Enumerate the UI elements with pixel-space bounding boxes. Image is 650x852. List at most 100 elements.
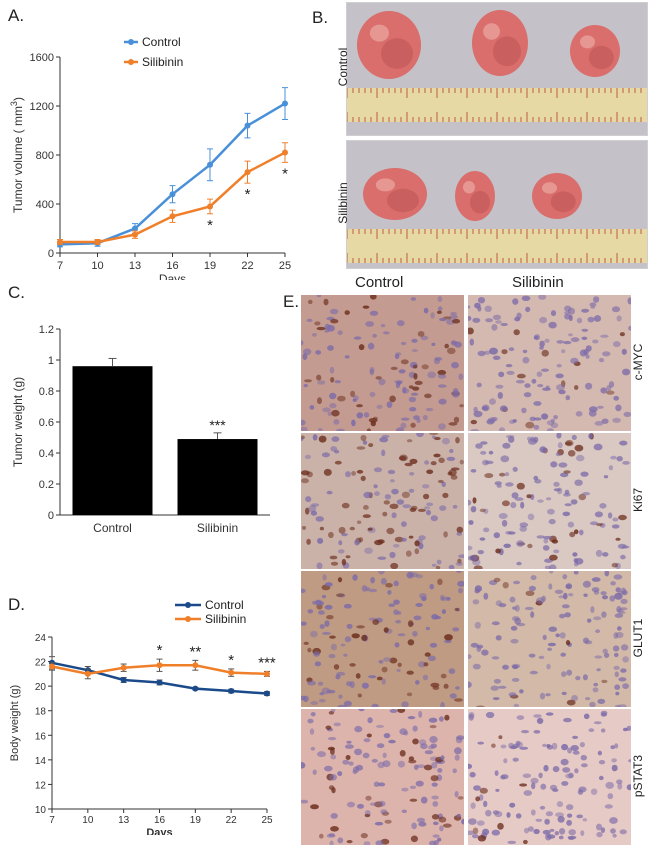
ihc-nucleus — [469, 338, 474, 346]
ihc-nucleus — [398, 369, 406, 374]
ihc-nucleus — [394, 642, 400, 648]
ihc-background — [468, 709, 631, 845]
ihc-nucleus — [312, 434, 318, 441]
ihc-nucleus — [502, 582, 509, 589]
ihc-nucleus — [600, 591, 607, 596]
ihc-nucleus — [580, 830, 585, 836]
tumor-shade — [387, 188, 419, 213]
ihc-nucleus — [306, 538, 311, 545]
ihc-nucleus — [505, 364, 513, 368]
ihc-nucleus — [523, 790, 533, 796]
ihc-nucleus — [437, 374, 447, 379]
ihc-nucleus — [406, 439, 413, 443]
ihc-nucleus — [331, 787, 336, 794]
ihc-nucleus — [362, 514, 371, 518]
ihc-nucleus — [523, 392, 532, 398]
ihc-nucleus — [454, 791, 459, 798]
bodyweight-series-1-point — [228, 669, 235, 676]
ihc-nucleus — [562, 511, 571, 517]
ihc-nucleus — [450, 312, 457, 316]
ihc-nucleus — [327, 737, 337, 741]
ihc-nucleus — [592, 339, 599, 344]
ihc-nucleus — [304, 454, 311, 459]
ihc-nucleus — [543, 535, 553, 540]
ihc-nucleus — [316, 562, 323, 569]
ihc-nucleus — [541, 595, 546, 602]
ihc-nucleus — [357, 803, 364, 809]
ihc-nucleus — [382, 331, 390, 335]
ihc-nucleus — [397, 633, 406, 637]
ihc-nucleus — [545, 811, 553, 817]
ihc-nucleus — [469, 771, 476, 778]
panel-letter-e: E. — [283, 292, 300, 311]
ihc-nucleus — [612, 417, 621, 423]
ihc-nucleus — [548, 518, 556, 525]
ihc-nucleus — [423, 662, 429, 667]
ihc-nucleus — [500, 455, 510, 463]
ihc-nucleus — [546, 663, 551, 670]
ihc-nucleus — [602, 595, 608, 600]
ihc-nucleus — [457, 558, 462, 564]
ihc-nucleus — [622, 461, 630, 465]
ihc-nucleus — [613, 665, 620, 670]
ihc-nucleus — [470, 469, 477, 473]
ihc-nucleus — [444, 343, 449, 349]
ihc-nucleus — [522, 773, 532, 779]
ihc-nucleus — [610, 745, 615, 750]
ihc-nucleus — [378, 659, 384, 664]
ihc-nucleus — [596, 823, 602, 831]
volume-x-tick-label: 7 — [57, 260, 63, 272]
ihc-nucleus — [479, 537, 486, 541]
ihc-nucleus — [415, 574, 424, 579]
ihc-nucleus — [468, 327, 474, 335]
ihc-nucleus — [409, 458, 418, 464]
ihc-nucleus — [609, 595, 616, 602]
ihc-nucleus — [438, 384, 447, 388]
ihc-nucleus — [432, 834, 440, 838]
ihc-nucleus — [506, 812, 511, 818]
ihc-nucleus — [516, 715, 525, 720]
ihc-nucleus — [494, 481, 502, 486]
ihc-nucleus — [497, 822, 504, 830]
ihc-nucleus — [567, 813, 573, 818]
volume-series-0-point — [282, 100, 288, 107]
ihc-nucleus — [469, 554, 479, 561]
ihc-nucleus — [441, 609, 446, 614]
ihc-nucleus — [588, 433, 593, 439]
ihc-nucleus — [370, 295, 377, 300]
ihc-nucleus — [412, 738, 419, 745]
volume-series-1-point — [57, 238, 63, 245]
ihc-nucleus — [318, 698, 326, 703]
ihc-nucleus — [450, 474, 458, 480]
ihc-nucleus — [525, 306, 531, 313]
ihc-nucleus — [413, 364, 418, 369]
ihc-nucleus — [345, 755, 351, 760]
ihc-nucleus — [374, 539, 383, 546]
ihc-nucleus — [306, 318, 313, 322]
ihc-nucleus — [566, 699, 576, 706]
ihc-nucleus — [444, 714, 450, 721]
ihc-nucleus — [517, 373, 526, 379]
ihc-nucleus — [493, 577, 501, 583]
ihc-nucleus — [421, 364, 429, 370]
ihc-nucleus — [497, 392, 503, 399]
volume-legend-marker — [128, 59, 134, 65]
ihc-nucleus — [327, 411, 332, 416]
ihc-nucleus — [613, 574, 623, 580]
ihc-nucleus — [531, 378, 537, 384]
ihc-nucleus — [307, 647, 312, 653]
ihc-nucleus — [454, 754, 460, 761]
ihc-nucleus — [443, 683, 449, 689]
ihc-nucleus — [437, 479, 444, 484]
ihc-nucleus — [406, 670, 414, 675]
ihc-nucleus — [486, 419, 495, 425]
ihc-nucleus — [491, 621, 500, 626]
ihc-nucleus — [408, 756, 415, 761]
ihc-nucleus — [426, 509, 431, 516]
ihc-nucleus — [483, 527, 490, 533]
ihc-nucleus — [560, 758, 569, 766]
ihc-nucleus — [393, 580, 399, 587]
ihc-nucleus — [301, 799, 309, 804]
ihc-nucleus — [375, 376, 382, 380]
ihc-nucleus — [618, 514, 627, 521]
